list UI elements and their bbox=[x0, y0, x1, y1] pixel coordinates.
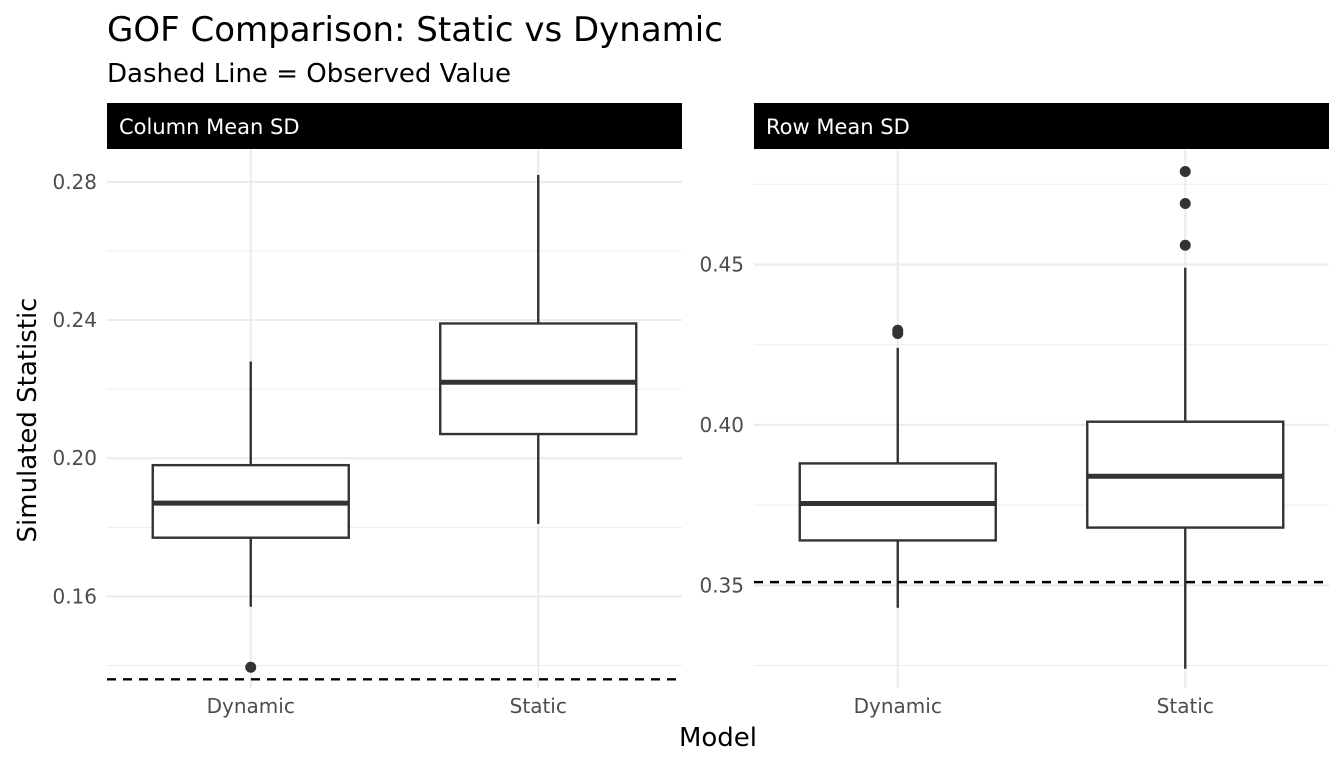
outlier-point bbox=[1179, 198, 1191, 210]
x-axis-title: Model bbox=[679, 723, 757, 753]
y-tick-label: 0.45 bbox=[699, 253, 744, 277]
facet-panels: 0.16 0.20 0.24 0.28 Dynamic Static Column Mean… bbox=[52, 103, 1329, 718]
y-tick-label: 0.24 bbox=[52, 308, 97, 332]
outlier-point bbox=[1179, 165, 1191, 177]
x-tick-label: Dynamic bbox=[207, 694, 295, 718]
boxplot-static bbox=[1086, 165, 1285, 669]
facet-strip bbox=[107, 103, 682, 149]
facet-strip bbox=[754, 103, 1329, 149]
y-tick-label: 0.20 bbox=[52, 446, 97, 470]
outlier-point bbox=[1179, 239, 1191, 251]
facet-strip-label: Row Mean SD bbox=[766, 115, 910, 139]
boxplot-static bbox=[439, 174, 638, 524]
x-tick-label: Static bbox=[1157, 694, 1214, 718]
facet-panel-2: 0.35 0.40 0.45 Dynamic Static Row Mean SD bbox=[699, 103, 1329, 718]
y-tick-label: 0.35 bbox=[699, 573, 744, 597]
outlier-point bbox=[892, 324, 904, 336]
chart-subtitle: Dashed Line = Observed Value bbox=[107, 59, 511, 89]
facet-strip-label: Column Mean SD bbox=[119, 115, 300, 139]
y-tick-label: 0.40 bbox=[699, 413, 744, 437]
y-tick-label: 0.16 bbox=[52, 584, 97, 608]
outlier-point bbox=[245, 661, 257, 673]
chart-title: GOF Comparison: Static vs Dynamic bbox=[107, 10, 723, 50]
x-tick-label: Static bbox=[510, 694, 567, 718]
boxplot-dynamic bbox=[151, 361, 350, 673]
facet-panel-1: 0.16 0.20 0.24 0.28 Dynamic Static Column Mean… bbox=[52, 103, 682, 718]
y-tick-label: 0.28 bbox=[52, 170, 97, 194]
x-tick-label: Dynamic bbox=[854, 694, 942, 718]
boxplot-dynamic bbox=[798, 324, 997, 608]
y-axis-title: Simulated Statistic bbox=[13, 298, 43, 543]
box-iqr bbox=[439, 322, 638, 436]
